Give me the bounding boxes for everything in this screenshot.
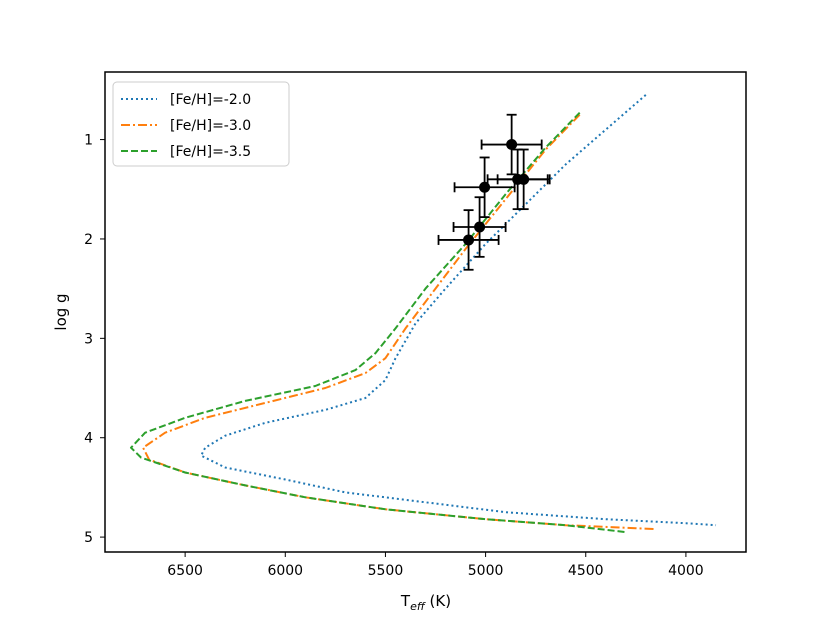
y-tick-label: 1 <box>84 133 93 149</box>
observations-layer <box>437 113 551 271</box>
x-axis-label-sub: eff <box>410 600 426 613</box>
y-tick-label: 4 <box>84 431 93 447</box>
x-axis-ticks: 6500 6000 5500 5000 4500 4000 <box>167 552 704 579</box>
x-tick-label: 6500 <box>167 563 203 579</box>
x-axis-label: Teff (K) <box>400 592 451 613</box>
legend-label-3: [Fe/H]=-3.5 <box>170 144 251 160</box>
observation-point <box>496 148 551 211</box>
y-axis-label: log g <box>52 293 70 330</box>
x-tick-label: 6000 <box>267 563 303 579</box>
x-tick-label: 5000 <box>468 563 504 579</box>
y-tick-label: 5 <box>84 530 93 546</box>
legend: [Fe/H]=-2.0 [Fe/H]=-3.0 [Fe/H]=-3.5 <box>112 81 290 167</box>
x-axis-label-unit: (K) <box>425 592 451 610</box>
y-tick-label: 3 <box>84 331 93 347</box>
legend-label-2: [Fe/H]=-3.0 <box>170 118 251 134</box>
series-layer <box>130 94 717 534</box>
y-axis-ticks: 1 2 3 4 5 <box>84 133 105 546</box>
observation-marker <box>506 139 518 151</box>
series-line-2 <box>142 114 656 531</box>
series-line-3 <box>130 112 626 534</box>
y-tick-label: 2 <box>84 232 93 248</box>
observation-marker <box>463 234 475 246</box>
x-tick-label: 4500 <box>568 563 604 579</box>
x-tick-label: 5500 <box>368 563 404 579</box>
legend-box <box>112 81 290 167</box>
x-tick-label: 4000 <box>668 563 704 579</box>
observation-point <box>452 196 507 258</box>
observation-point <box>453 156 516 218</box>
observation-marker <box>518 173 530 185</box>
series-line-1 <box>200 94 717 527</box>
observation-marker <box>474 221 486 233</box>
legend-label-1: [Fe/H]=-2.0 <box>170 92 251 108</box>
observation-point <box>480 113 543 176</box>
plot-frame <box>104 71 747 553</box>
x-axis-label-main: T <box>400 592 411 610</box>
observation-point <box>437 209 500 271</box>
observation-marker <box>479 181 491 193</box>
